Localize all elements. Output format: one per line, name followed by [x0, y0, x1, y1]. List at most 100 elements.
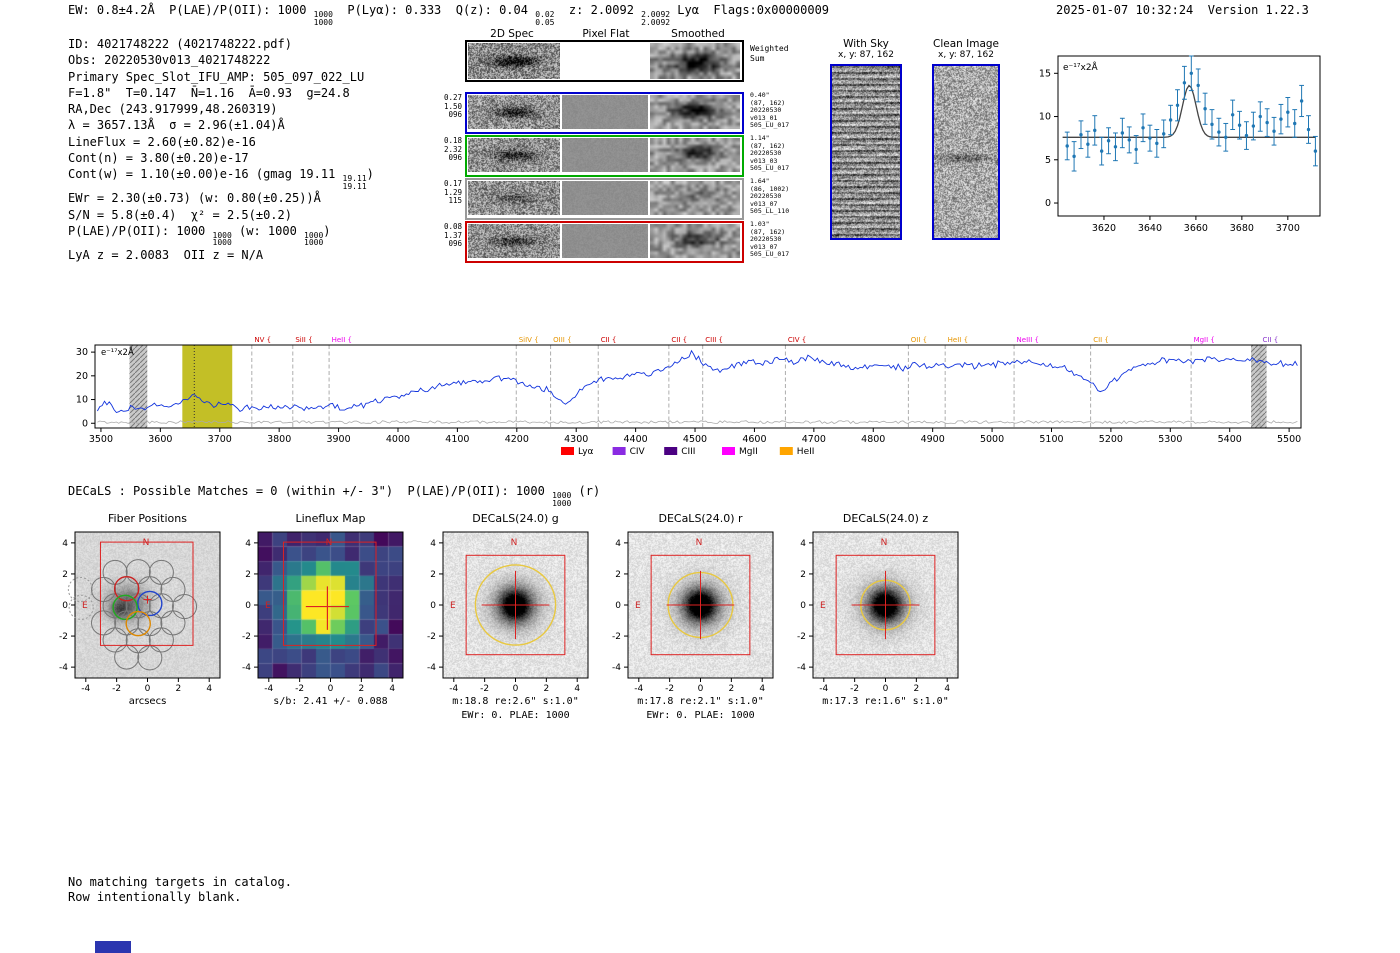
- svg-text:-4: -4: [449, 684, 458, 694]
- svg-text:-2: -2: [480, 684, 489, 694]
- stat-line: 115: [448, 196, 462, 206]
- svg-text:2: 2: [800, 570, 806, 580]
- row-left-stats: 0.17 1.29 115: [440, 179, 462, 206]
- svg-text:-4: -4: [242, 663, 251, 673]
- svg-text:0: 0: [698, 684, 704, 694]
- text-run: ): [366, 167, 374, 182]
- svg-text:CIII: CIII: [681, 447, 695, 457]
- legend-swatch: [664, 447, 678, 455]
- spectrum-trace: [97, 349, 1298, 414]
- svg-text:MgII: MgII: [739, 447, 758, 457]
- stat-line: 0.27: [443, 93, 462, 102]
- header-timestamp-version: 2025-01-07 10:32:24 Version 1.22.3: [1056, 3, 1309, 17]
- info-line: EWr = 2.30(±0.73) (w: 0.80(±0.25))Å: [68, 190, 374, 206]
- annotation-line: 505_LL_110: [750, 207, 790, 216]
- annotation-line: 1.64": [750, 177, 770, 185]
- row-pixelflat-image: [562, 138, 648, 172]
- svg-text:HeII: HeII: [797, 447, 815, 457]
- annotation-line: Weighted: [750, 44, 789, 53]
- fiber-circle: [91, 576, 117, 603]
- svg-text:4: 4: [62, 539, 68, 549]
- line-fit-svg: 0 5 10 15 3620 3640 3660 3680 3700 e⁻¹⁷x2Å: [1039, 55, 1321, 234]
- annotation-line: Sum: [750, 53, 765, 63]
- svg-text:2: 2: [913, 684, 919, 694]
- spec2d-column-title: 2D Spec: [490, 28, 534, 40]
- row-smoothed-image: [650, 181, 740, 215]
- annotation-line: (87, 162): [750, 227, 786, 236]
- text-run: LyA z = 2.0083 OII z = N/A: [68, 247, 264, 262]
- svg-text:N: N: [881, 538, 888, 548]
- svg-text:4800: 4800: [861, 434, 885, 445]
- svg-text:2: 2: [245, 570, 251, 580]
- text-run: DECaLS : Possible Matches = 0 (within +/…: [68, 484, 553, 498]
- svg-text:E: E: [82, 601, 88, 611]
- clean-image-panel: Clean Image x, y: 87, 162: [930, 38, 1002, 248]
- fiber-circle-highlight: [112, 594, 138, 621]
- annotation-line: v013_07: [750, 199, 778, 208]
- cutout-image: [75, 532, 220, 678]
- svg-text:NeIII {: NeIII {: [1017, 336, 1039, 344]
- svg-text:CII {: CII {: [601, 336, 617, 344]
- text-run: F=1.8" T=0.147 N̄=1.16 Ā=0.93 g=24.8: [68, 85, 350, 100]
- row-left-stats: 0.27 1.50 096: [440, 93, 462, 120]
- info-line: RA,Dec (243.917999,48.260319): [68, 101, 374, 117]
- stacked-fraction: 1000 1000: [212, 230, 232, 248]
- info-line: S/N = 5.8(±0.4) χ² = 2.5(±0.2): [68, 207, 374, 223]
- svg-text:3700: 3700: [208, 434, 232, 445]
- svg-text:0: 0: [615, 601, 621, 611]
- text-run: ): [323, 223, 331, 238]
- svg-text:0: 0: [145, 684, 151, 694]
- footer-note-line: No matching targets in catalog.: [68, 875, 292, 889]
- axis-label-arcsecs: arcsecs: [128, 696, 167, 707]
- svg-text:0: 0: [62, 601, 68, 611]
- svg-text:4: 4: [574, 684, 580, 694]
- svg-text:E: E: [265, 601, 271, 611]
- svg-text:2: 2: [62, 570, 68, 580]
- fiber-circle: [114, 644, 140, 670]
- svg-text:CIV: CIV: [630, 447, 646, 457]
- info-line: Cont(w) = 1.10(±0.00)e-16 (gmag 19.11 19…: [68, 166, 374, 190]
- svg-text:4: 4: [206, 684, 212, 694]
- masked-band: [1251, 345, 1267, 428]
- svg-text:0: 0: [513, 684, 519, 694]
- sky-panel-coords: x, y: 87, 162: [938, 50, 994, 60]
- panel-caption: s/b: 2.41 +/- 0.088: [273, 696, 388, 707]
- stacked-fraction: 1000 1000: [304, 230, 324, 248]
- svg-text:CII {: CII {: [671, 336, 687, 344]
- text-run: EW: 0.8±4.2Å P(LAE)/P(OII): 1000: [68, 3, 314, 17]
- fiber-circle: [160, 576, 186, 603]
- svg-text:-2: -2: [797, 632, 806, 642]
- text-run: Cont(n) = 3.80(±0.20)e-17: [68, 151, 249, 166]
- svg-text:4: 4: [944, 684, 950, 694]
- svg-text:e⁻¹⁷x2Å: e⁻¹⁷x2Å: [1063, 61, 1099, 73]
- annotation-line: v013_03: [750, 156, 778, 165]
- cutout-extent-box: [282, 541, 377, 646]
- stat-line: 1.37: [443, 230, 462, 240]
- svg-text:-4: -4: [612, 663, 621, 673]
- sky-panel-title: With Sky: [843, 38, 889, 50]
- svg-text:4: 4: [615, 539, 621, 549]
- stat-line: 1.50: [443, 101, 462, 111]
- svg-text:10: 10: [76, 395, 88, 406]
- emission-line-fit-plot: 0 5 10 15 3620 3640 3660 3680 3700 e⁻¹⁷x2Å: [1030, 48, 1345, 248]
- with-sky-panel: With Sky x, y: 87, 162: [828, 38, 904, 248]
- svg-text:20: 20: [76, 371, 88, 382]
- cutout-overlay-svg: -4 -2 0 2 4 4 2 0 -2 -4 N E: [427, 531, 589, 694]
- text-run: Obs: 20220530v013_4021748222: [68, 53, 271, 68]
- svg-text:CIV {: CIV {: [788, 336, 806, 344]
- with-sky-image: [830, 64, 902, 240]
- text-run: RA,Dec (243.917999,48.260319): [68, 102, 278, 117]
- svg-text:3640: 3640: [1138, 223, 1162, 234]
- svg-text:-4: -4: [264, 684, 273, 694]
- svg-text:-4: -4: [81, 684, 90, 694]
- info-line: ID: 4021748222 (4021748222.pdf): [68, 36, 374, 52]
- row-right-annotation: 0.40" (87, 162) 20220530 v013_01 505_LU_017: [750, 91, 806, 130]
- info-line: Cont(n) = 3.80(±0.20)e-17: [68, 150, 374, 166]
- svg-text:4: 4: [430, 539, 436, 549]
- row-pixelflat-image: [562, 224, 648, 258]
- row-smoothed-image: [650, 138, 740, 172]
- fiber-circle: [125, 559, 151, 585]
